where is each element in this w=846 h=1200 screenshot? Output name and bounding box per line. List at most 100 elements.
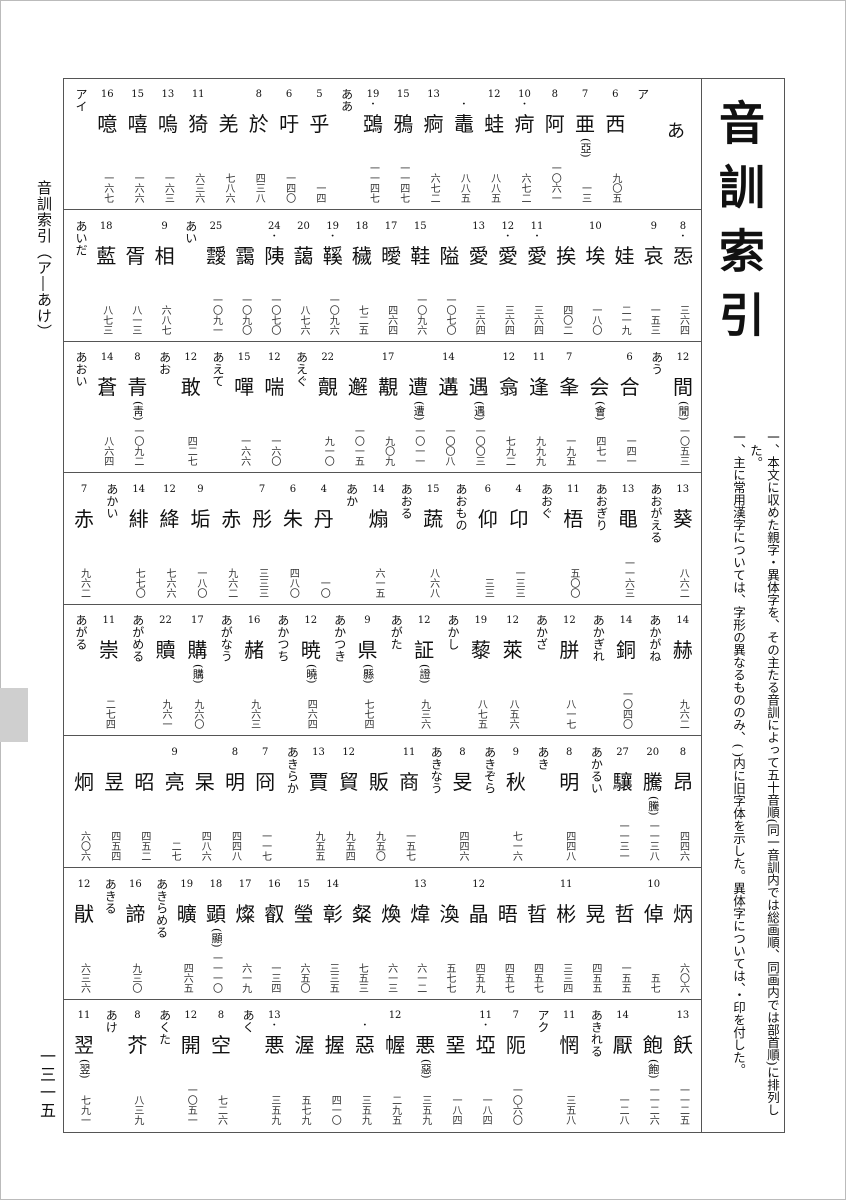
kanji-entry: 赤九六二 bbox=[221, 474, 241, 604]
page-reference: 一〇六〇 bbox=[510, 1085, 522, 1126]
stroke-count: 13 bbox=[267, 1010, 281, 1022]
page-reference: 三六四 bbox=[473, 304, 485, 335]
kanji-headword: 鼃 bbox=[453, 112, 474, 136]
kanji-headword: 嗚 bbox=[157, 112, 178, 136]
old-form: (顯) bbox=[209, 927, 223, 948]
stroke-count: 14 bbox=[326, 878, 340, 890]
kanji-entry: 挨四〇二 bbox=[556, 211, 576, 341]
page-reference: 四四八 bbox=[563, 831, 575, 861]
kanji-entry: 悪 (惡) 三五九 bbox=[415, 1000, 435, 1131]
kanji-entry: ・鼃八八五 bbox=[454, 79, 474, 209]
stroke-count: 17 bbox=[384, 220, 398, 232]
page-reference: 一六〇 bbox=[268, 436, 280, 467]
kanji-entry: 13 黽一一六三 bbox=[618, 474, 638, 604]
page-reference: 四五七 bbox=[502, 962, 514, 993]
page-reference: 一五五 bbox=[619, 962, 631, 993]
kanji-entry: 15 鴉一一四七 bbox=[393, 79, 413, 209]
page-reference: 一八四 bbox=[449, 1095, 461, 1126]
kanji-entry: 16 赭九六三 bbox=[244, 605, 264, 735]
stroke-count: 17 bbox=[381, 352, 395, 364]
kanji-entry: 7 亜 (亞) 一三 bbox=[575, 79, 595, 209]
stroke-count: 12 bbox=[304, 615, 318, 627]
stroke-count: 15 bbox=[413, 220, 427, 232]
stroke-count: 12 bbox=[502, 352, 516, 364]
stroke-count: 16 bbox=[129, 878, 142, 890]
page-title: 音訓索引 bbox=[712, 99, 766, 355]
stroke-count: 8 bbox=[459, 747, 466, 758]
kanji-headword: 阿 bbox=[544, 112, 565, 136]
kanji-headword: 悪 bbox=[415, 1033, 436, 1058]
stroke-count: 15 bbox=[297, 878, 310, 890]
page-reference: 九五五 bbox=[313, 831, 324, 861]
page-reference: 三六四 bbox=[531, 304, 543, 335]
page-reference: 三六四 bbox=[502, 304, 514, 335]
page-reference: 一〇一一 bbox=[412, 426, 424, 467]
kanji-headword: 鞋 bbox=[410, 243, 431, 268]
variant-dot-mark: ・ bbox=[481, 1021, 491, 1032]
kanji-headword: 遘 bbox=[438, 375, 459, 400]
stroke-count: 25 bbox=[209, 220, 223, 232]
page-reference: 一一四七 bbox=[367, 163, 379, 203]
reading-label: あがる bbox=[74, 614, 88, 651]
page-reference: 七五三 bbox=[356, 962, 368, 993]
old-form: (惡) bbox=[419, 1059, 433, 1079]
page-reference: 一三 bbox=[579, 183, 591, 203]
page-reference: 八一七 bbox=[563, 699, 575, 730]
stroke-count: 14 bbox=[442, 352, 455, 364]
page-reference: 九六二 bbox=[677, 699, 689, 730]
kanji-entry: 12 証 (證) 九三六 bbox=[414, 605, 434, 735]
kanji-entry: 8 ・㤅三六四 bbox=[673, 211, 693, 341]
kanji-headword: 鞵 bbox=[322, 243, 343, 268]
page-reference: 四八〇 bbox=[287, 567, 299, 598]
kanji-entry: 25 靉一〇九一 bbox=[206, 211, 226, 341]
page-reference: 二一九 bbox=[619, 304, 631, 335]
page-reference: 六八七 bbox=[159, 304, 171, 335]
page-reference: 三六四 bbox=[677, 304, 689, 335]
kanji-headword: 堊 bbox=[445, 1033, 466, 1058]
kanji-entry: 12 胼八一七 bbox=[559, 605, 579, 735]
kanji-headword: 阨 bbox=[505, 1033, 526, 1058]
page-reference: 一一三八 bbox=[647, 821, 659, 861]
page-reference: 四四八 bbox=[229, 831, 241, 861]
reading-label: あおもの bbox=[453, 482, 468, 531]
page-reference: 一〇〇八 bbox=[442, 426, 454, 467]
kanji-entry: 17 燦六一九 bbox=[235, 869, 255, 999]
kanji-entry: 24 ・䧅一〇七〇 bbox=[264, 211, 284, 341]
kanji-entry: 19 ・鵶一一四七 bbox=[363, 79, 383, 209]
stroke-count: 12 bbox=[163, 483, 176, 495]
kanji-headword: 鴉 bbox=[393, 112, 414, 136]
page-reference: 八六八 bbox=[427, 567, 439, 598]
kanji-headword: 明 bbox=[559, 770, 580, 794]
stroke-count: 20 bbox=[646, 747, 660, 758]
page-reference: 一八〇 bbox=[589, 304, 601, 335]
reading-label: あいだ bbox=[74, 219, 88, 256]
kanji-entry: 17 曖四六四 bbox=[381, 211, 401, 341]
stroke-count: 11 bbox=[479, 1010, 492, 1022]
page-reference: 一一二五 bbox=[677, 1085, 689, 1126]
usage-note: 一、本文に収めた親字・異体字を、その主たる音訓によって五十音順(同一音訓内では総… bbox=[748, 431, 780, 1116]
kanji-headword: 亜 bbox=[575, 112, 596, 136]
kanji-headword: 絳 bbox=[159, 506, 180, 531]
kanji-headword: 昭 bbox=[134, 770, 155, 794]
kanji-headword: 銅 bbox=[616, 638, 637, 663]
old-form: (翌) bbox=[78, 1059, 91, 1079]
stroke-count: 7 bbox=[258, 483, 266, 495]
kanji-entry: 7 冏一一七 bbox=[255, 737, 275, 867]
reading-label: あくた bbox=[157, 1009, 172, 1046]
kanji-headword: 蔬 bbox=[423, 506, 444, 531]
kanji-headword: 彰 bbox=[322, 901, 343, 926]
reading-label: あがめる bbox=[130, 614, 145, 663]
kanji-headword: 猗 bbox=[188, 112, 209, 136]
kanji-headword: 幄 bbox=[385, 1033, 406, 1058]
page-reference: 九三六 bbox=[418, 699, 430, 730]
kanji-headword: 秋 bbox=[505, 770, 526, 794]
stroke-count: 10 bbox=[518, 89, 531, 100]
kanji-entry: 4 卬一三三 bbox=[509, 474, 529, 604]
kanji-headword: 彬 bbox=[556, 901, 577, 926]
kanji-headword: 䧅 bbox=[264, 243, 285, 268]
kanji-entry: 12 間 (閒) 一〇五三 bbox=[673, 342, 693, 472]
variant-dot-mark: ・ bbox=[503, 231, 513, 242]
kanji-entry: 9 垢一八〇 bbox=[190, 474, 210, 604]
kanji-entry: 粲七五三 bbox=[352, 869, 372, 999]
stroke-count: 7 bbox=[80, 483, 88, 495]
